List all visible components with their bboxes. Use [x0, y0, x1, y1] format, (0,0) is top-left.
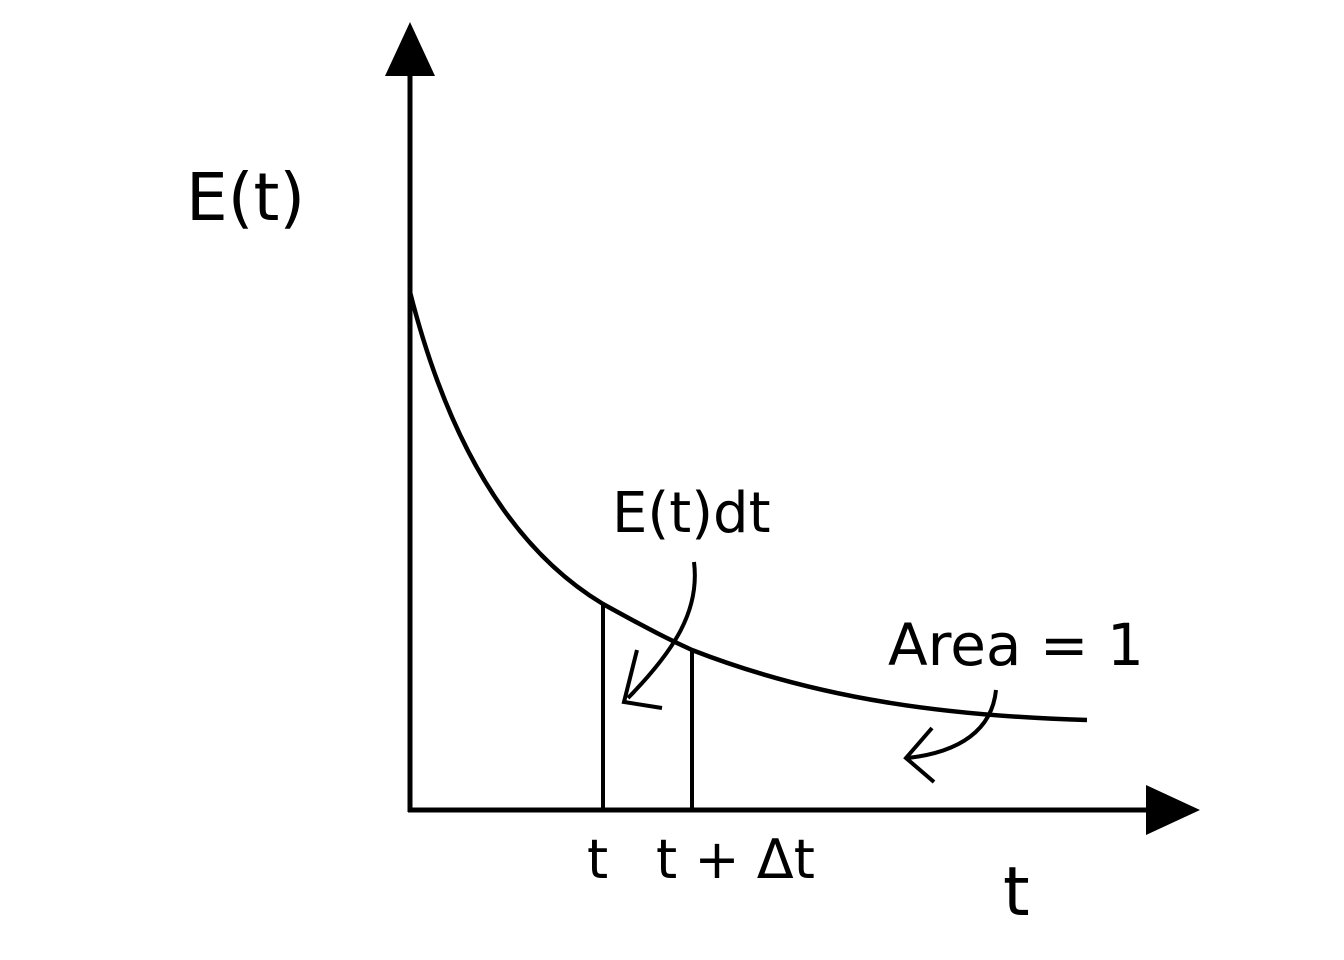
x-axis-label: t [1003, 853, 1030, 932]
strip-pointer-arrow [626, 561, 697, 700]
area-pointer-arrow [907, 689, 998, 760]
tick-label-t: t [587, 828, 608, 891]
y-axis-arrowhead [385, 22, 435, 76]
strip-annotation-label: E(t)dt [612, 481, 771, 546]
tick-label-t-plus-dt: t + Δt [656, 828, 815, 891]
area-pointer-arrowhead [903, 726, 936, 784]
area-annotation-label: Area = 1 [888, 611, 1144, 679]
decay-curve [407, 291, 1088, 723]
x-axis-arrowhead [1146, 785, 1200, 835]
y-axis-label: E(t) [186, 159, 305, 236]
strip-pointer-arrowhead [621, 649, 663, 710]
